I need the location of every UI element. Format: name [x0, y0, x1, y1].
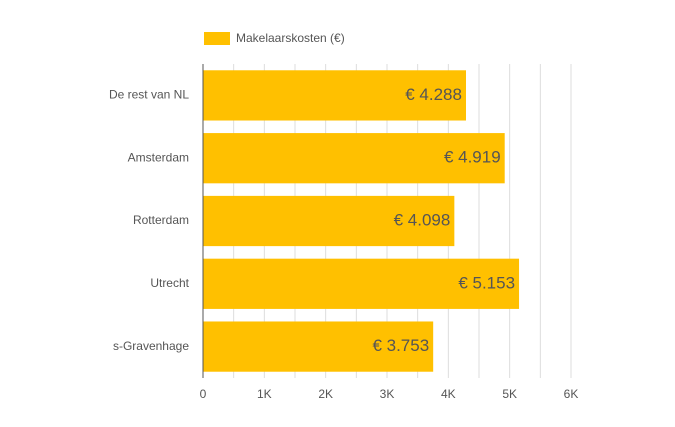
- y-tick-label: s-Gravenhage: [113, 339, 189, 353]
- value-label: € 4.288: [405, 85, 462, 104]
- y-tick-label: Utrecht: [150, 276, 189, 290]
- x-tick-label: 0: [200, 387, 207, 401]
- y-tick-label: Amsterdam: [128, 150, 189, 164]
- x-tick-label: 5K: [502, 387, 517, 401]
- legend-swatch: [204, 32, 230, 45]
- y-tick-label: Rotterdam: [133, 213, 189, 227]
- value-label: € 5.153: [458, 273, 515, 292]
- bar: [203, 133, 505, 184]
- bar: [203, 70, 466, 121]
- value-label: € 3.753: [372, 336, 429, 355]
- bar: [203, 195, 455, 247]
- bar: [203, 258, 520, 309]
- value-label: € 4.098: [394, 210, 451, 229]
- x-tick-label: 4K: [441, 387, 456, 401]
- x-tick-label: 1K: [257, 387, 272, 401]
- legend-label: Makelaarskosten (€): [236, 31, 345, 45]
- y-tick-label: De rest van NL: [109, 88, 189, 102]
- bar: [203, 321, 434, 372]
- value-label: € 4.919: [444, 148, 501, 167]
- x-tick-label: 3K: [380, 387, 395, 401]
- x-tick-label: 2K: [318, 387, 333, 401]
- x-tick-label: 6K: [564, 387, 579, 401]
